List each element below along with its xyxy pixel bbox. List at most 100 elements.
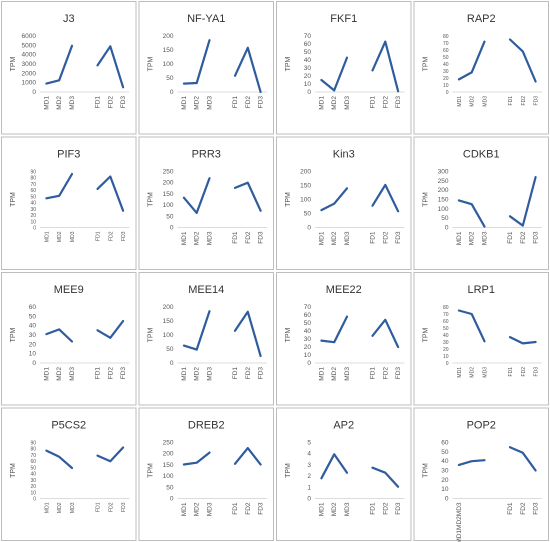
x-tick-label: FD3 xyxy=(258,502,265,515)
x-tick-label: FD3 xyxy=(258,367,265,380)
y-tick-label: 2 xyxy=(307,473,311,480)
x-tick-label: FD3 xyxy=(395,367,402,380)
x-tick-label: FD1 xyxy=(370,231,377,244)
chart-title: NF-YA1 xyxy=(187,13,225,25)
series-line xyxy=(320,56,349,92)
y-tick-label: 40 xyxy=(304,57,312,64)
panel-border xyxy=(413,407,549,541)
y-tick-label: 60 xyxy=(441,440,449,447)
chart-title: MEE14 xyxy=(188,284,224,296)
y-tick-label: 0 xyxy=(446,90,449,96)
panel-border xyxy=(138,136,274,270)
y-tick-label: 200 xyxy=(163,304,174,311)
x-tick-label: MD2 xyxy=(56,367,63,381)
y-tick-label: 50 xyxy=(443,326,449,332)
chart-title: AP2 xyxy=(333,420,354,432)
x-tick-label: FD3 xyxy=(121,231,127,241)
y-tick-label: 200 xyxy=(163,451,174,458)
y-tick-label: 1000 xyxy=(22,80,37,87)
y-tick-label: 0 xyxy=(307,225,311,232)
y-axis-label: TPM xyxy=(423,327,430,342)
panel-border xyxy=(413,1,549,135)
y-axis-label: TPM xyxy=(10,327,17,342)
x-tick-label: FD1 xyxy=(507,502,514,515)
y-axis-label: TPM xyxy=(148,192,155,207)
y-tick-label: 30 xyxy=(443,69,449,75)
y-tick-label: 20 xyxy=(30,213,36,219)
x-tick-label: FD1 xyxy=(508,367,514,377)
x-tick-label: MD2 xyxy=(57,231,63,242)
y-axis-label: TPM xyxy=(423,463,430,478)
x-tick-label: FD1 xyxy=(232,96,239,109)
x-tick-label: MD1 xyxy=(181,96,188,110)
x-tick-label: MD3 xyxy=(482,367,488,378)
series-line xyxy=(320,453,349,480)
y-tick-label: 100 xyxy=(163,473,174,480)
y-tick-label: 10 xyxy=(304,81,312,88)
y-tick-label: 20 xyxy=(443,76,449,82)
x-tick-label: FD2 xyxy=(520,231,527,244)
y-tick-label: 200 xyxy=(163,33,174,40)
x-tick-label: FD2 xyxy=(245,231,252,244)
y-tick-label: 80 xyxy=(443,305,449,311)
panel-border xyxy=(276,272,412,406)
y-tick-label: 0 xyxy=(170,496,174,503)
x-tick-label: FD3 xyxy=(534,96,540,106)
y-tick-label: 150 xyxy=(163,191,174,198)
y-tick-label: 100 xyxy=(163,332,174,339)
x-tick-label: MD2 xyxy=(194,367,201,381)
x-tick-label: MD3 xyxy=(70,502,76,513)
x-tick-label: FD1 xyxy=(507,231,514,244)
x-tick-label: MD2 xyxy=(470,367,476,378)
y-tick-label: 60 xyxy=(304,41,312,48)
x-tick-label: FD3 xyxy=(121,502,127,512)
x-tick-label: MD3 xyxy=(70,231,76,242)
chart-title: LRP1 xyxy=(467,284,495,296)
chart-panel: MEE9 0 10 20 30 40 50 60 TPM MD1 MD2 MD3 FD1 FD2 FD3 xyxy=(1,272,137,406)
series-line xyxy=(182,39,211,85)
chart-panel: AP2 0 1 2 3 4 5 TPM MD1 MD2 MD3 FD1 FD2 FD3 xyxy=(276,407,412,541)
y-tick-label: 10 xyxy=(29,351,37,358)
y-tick-label: 70 xyxy=(443,41,449,47)
series-line xyxy=(233,46,262,94)
x-tick-label: MD1 xyxy=(318,231,325,245)
series-line xyxy=(371,318,400,349)
x-tick-label: FD3 xyxy=(533,231,540,244)
y-tick-label: 50 xyxy=(441,215,449,222)
x-tick-label: FD2 xyxy=(382,502,389,515)
y-tick-label: 40 xyxy=(30,201,36,207)
y-tick-label: 100 xyxy=(163,202,174,209)
series-line xyxy=(457,309,486,343)
chart-title: J3 xyxy=(63,13,75,25)
chart-title: RAP2 xyxy=(467,13,496,25)
y-tick-label: 250 xyxy=(163,169,174,176)
series-line xyxy=(45,172,74,200)
series-line xyxy=(371,183,400,213)
y-tick-label: 30 xyxy=(304,336,312,343)
series-line xyxy=(45,449,74,470)
x-tick-label: MD3 xyxy=(69,96,76,110)
series-line xyxy=(508,336,537,345)
y-tick-label: 300 xyxy=(438,169,449,176)
y-tick-label: 50 xyxy=(166,346,174,353)
y-tick-label: 100 xyxy=(438,206,449,213)
x-tick-label: MD3 xyxy=(206,96,213,110)
x-tick-label: FD3 xyxy=(258,231,265,244)
x-tick-label: FD1 xyxy=(508,96,514,106)
y-tick-label: 50 xyxy=(443,55,449,61)
x-tick-label: MD3 xyxy=(344,502,351,516)
y-tick-label: 0 xyxy=(307,360,311,367)
x-tick-label: MD2 xyxy=(194,96,201,110)
y-tick-label: 250 xyxy=(438,178,449,185)
panel-border xyxy=(138,407,274,541)
y-tick-label: 200 xyxy=(163,180,174,187)
y-tick-label: 80 xyxy=(443,34,449,40)
series-line xyxy=(96,446,125,463)
series-line xyxy=(96,175,125,212)
y-tick-label: 70 xyxy=(30,453,36,459)
y-tick-label: 40 xyxy=(304,328,312,335)
x-tick-label: FD1 xyxy=(370,502,377,515)
y-tick-label: 50 xyxy=(166,213,174,220)
panel-border xyxy=(276,407,412,541)
